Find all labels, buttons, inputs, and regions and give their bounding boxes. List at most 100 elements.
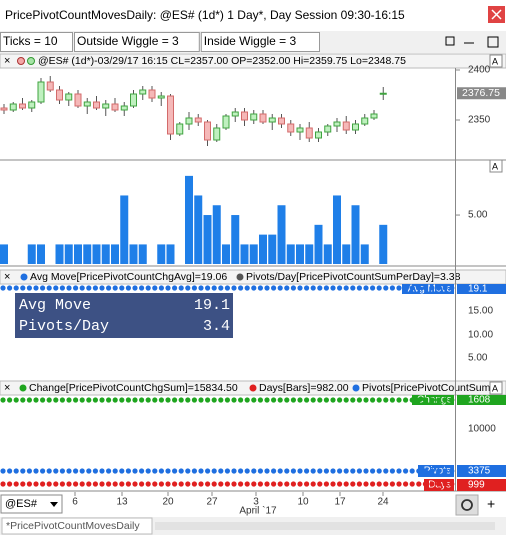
restore-icon[interactable] [445,36,455,46]
time-label: 27 [206,497,218,508]
days-dot [356,481,362,487]
close-x[interactable]: × [4,55,10,67]
candle-body [167,95,174,135]
axis-tag-value: 3375 [468,466,491,477]
days-dot [139,481,145,487]
avg-dot [356,285,362,291]
add-button[interactable]: + [487,496,495,512]
pivots-dot [416,468,422,474]
pivots-dot [20,468,26,474]
avg-dot [66,285,72,291]
change-dot [198,397,204,403]
axis-tag [402,284,454,294]
scrollbar[interactable] [155,522,495,530]
legend-dot [17,57,25,65]
refresh-button[interactable] [455,494,479,516]
change-dot [7,397,13,403]
y-tick-label: 5.00 [468,210,488,221]
axis-tag [418,465,454,477]
close-x[interactable]: × [4,382,10,394]
change-dot [383,397,389,403]
pivots-dot [145,468,151,474]
avg-dot [290,285,296,291]
bar [64,244,73,264]
days-dot [251,481,257,487]
pivots-dot [436,468,442,474]
candle-body [352,123,359,131]
avg-dot [79,285,85,291]
avg-dot [218,285,224,291]
autoscale-button[interactable] [489,381,503,395]
change-dot [172,397,178,403]
change-dot [337,397,343,403]
change-dot [370,397,376,403]
avg-dot [145,285,151,291]
avg-dot [13,285,19,291]
avg-dot [416,285,422,291]
pivots-dot [139,468,145,474]
bar [185,175,193,264]
avg-dot [257,285,263,291]
change-dot [26,397,32,403]
pivots-dot [449,468,455,474]
tab[interactable] [1,517,153,535]
candle-body [111,103,119,111]
change-dot [264,397,270,403]
pivots-dot [297,468,303,474]
pivots-dot [191,468,197,474]
days-dot [218,481,224,487]
axis-tag [457,284,506,294]
autoscale-button[interactable] [489,54,503,68]
days-dot [99,481,105,487]
days-dot [257,481,263,487]
avg-dot [132,285,138,291]
autoscale-label: A [492,161,498,171]
days-dot [310,481,316,487]
change-dot [343,397,349,403]
change-dot [224,397,230,403]
candle-body [130,93,137,107]
days-dot [238,481,244,487]
days-dot [20,481,26,487]
avg-dot [7,285,13,291]
window-title: PricePivotCountMovesDaily: @ES# (1d*) 1 … [5,8,405,22]
days-dot [59,481,65,487]
pivots-dot [211,468,217,474]
change-dot [429,397,435,403]
avg-dot [449,285,455,291]
autoscale-button[interactable] [489,159,503,173]
days-dot [277,481,283,487]
change-dot [132,397,138,403]
toolbar-button[interactable] [0,32,73,52]
bar [55,244,64,264]
dropdown-arrow [50,502,58,507]
pivots-dot [40,468,46,474]
pivots-dot [383,468,389,474]
candle-body [342,121,350,131]
symbol-dropdown[interactable] [0,494,63,514]
avg-dot [185,285,191,291]
toolbar-button[interactable] [74,32,200,52]
pivots-dot [304,468,310,474]
avg-dot [59,285,65,291]
days-dot [86,481,92,487]
close-icon [491,9,502,20]
avg-dot [429,285,435,291]
pivots-dot [198,468,204,474]
toolbar-button[interactable] [200,32,320,52]
title-bar [0,0,506,31]
pivots-dot [92,468,98,474]
days-dot [350,481,356,487]
close-x[interactable]: × [4,271,10,283]
pivots-dot [79,468,85,474]
avg-dot [0,285,6,291]
bar [231,215,240,264]
avg-dot [46,285,52,291]
avg-dot [422,285,428,291]
change-dot [13,397,19,403]
maximize-icon[interactable] [487,36,499,48]
bar [157,244,166,264]
change-dot [271,397,277,403]
avg-dot [158,285,164,291]
days-dot [53,481,59,487]
